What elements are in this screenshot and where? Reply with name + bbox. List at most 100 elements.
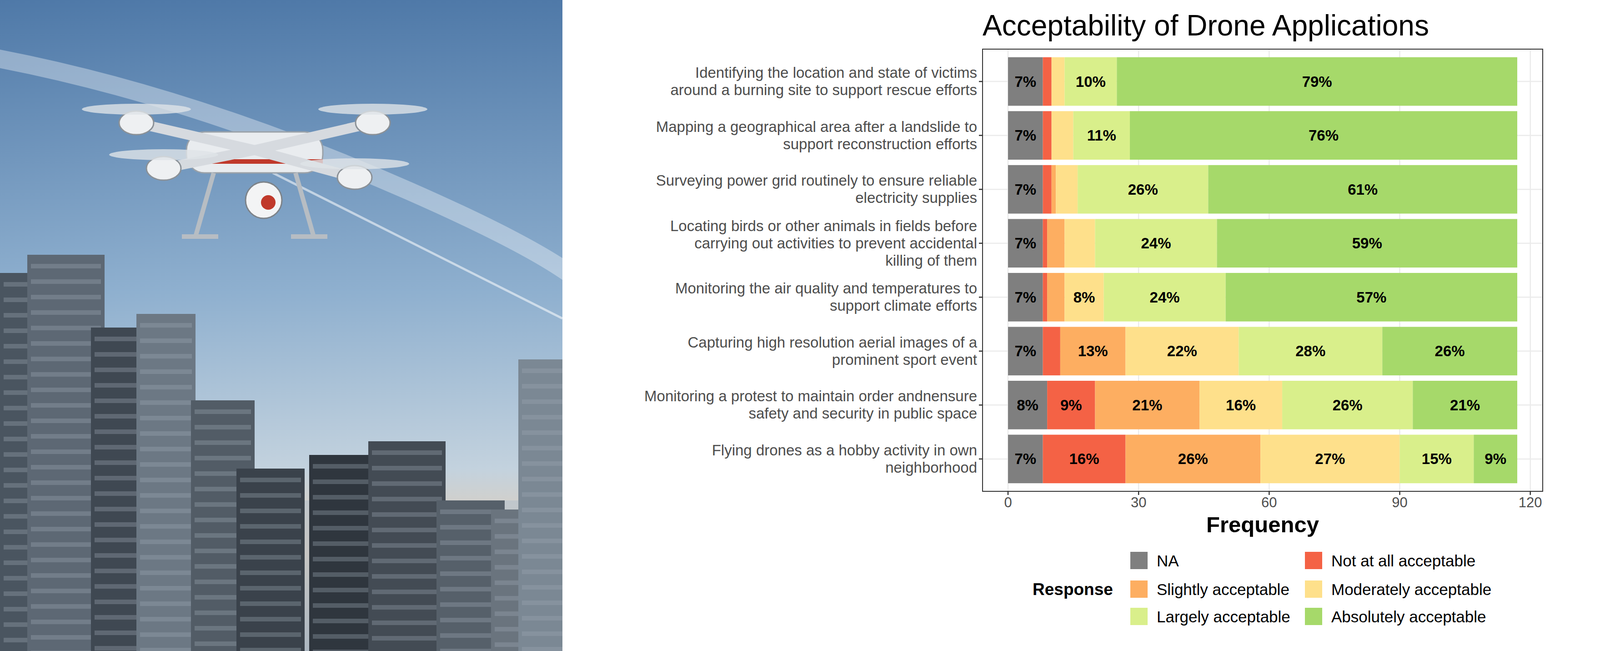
window-row: [140, 446, 192, 452]
bar-segment: [1399, 434, 1475, 484]
bar-segment: [1008, 272, 1044, 322]
data-label: 22%: [1167, 342, 1198, 360]
category-label-line: killing of them: [885, 251, 978, 269]
bar-segment: [1043, 434, 1126, 484]
data-label: 26%: [1332, 396, 1363, 414]
legend-label: Not at all acceptable: [1331, 551, 1476, 570]
grid-line: [1529, 49, 1531, 492]
window-row: [371, 604, 442, 610]
bar-segment: [1008, 165, 1044, 214]
data-label: 26%: [1178, 450, 1209, 467]
bar-segment: [1094, 218, 1217, 268]
bar-segment: [1047, 272, 1065, 322]
legend-key: [1130, 607, 1148, 625]
x-tick-label: 90: [1391, 494, 1408, 511]
window-row: [140, 384, 192, 390]
category-label-line: safety and security in public space: [748, 404, 978, 422]
category-label-line: support climate efforts: [829, 296, 978, 314]
window-row: [240, 570, 301, 575]
window-row: [30, 356, 101, 362]
window-row: [194, 424, 251, 430]
data-label: 16%: [1068, 450, 1099, 467]
window-row: [194, 455, 251, 461]
window-row: [240, 539, 301, 544]
building: [368, 441, 446, 651]
window-row: [30, 387, 101, 392]
bar-segment: [1225, 272, 1518, 322]
window-row: [371, 542, 442, 548]
legend-label: Absolutely acceptable: [1331, 607, 1487, 626]
window-row: [240, 554, 301, 560]
plot-background: [982, 49, 1543, 492]
building: [518, 359, 563, 651]
data-label: 21%: [1132, 396, 1163, 414]
bar-segment: [1051, 165, 1057, 214]
drone-propeller: [300, 158, 410, 170]
drone-propeller: [109, 149, 219, 161]
category-label: Identifying the location and state of vi…: [670, 64, 978, 99]
bar-segment: [1008, 434, 1044, 484]
window-row: [240, 616, 301, 622]
window-row: [140, 585, 192, 591]
x-tick-label: 30: [1130, 494, 1147, 511]
window-row: [140, 431, 192, 436]
legend-label: Moderately acceptable: [1331, 580, 1492, 598]
window-row: [240, 647, 301, 651]
window-row: [194, 409, 251, 414]
window-row: [140, 338, 192, 343]
bar-segment: [1473, 434, 1518, 484]
bar-segment: [1051, 110, 1074, 160]
bar-segment: [1055, 165, 1078, 214]
window-row: [140, 353, 192, 359]
category-label-line: Flying drones as a hobby activity in own: [712, 441, 978, 459]
category-label-line: Mapping a geographical area after a land…: [656, 118, 978, 136]
window-row: [521, 491, 563, 497]
window-row: [521, 414, 563, 420]
window-row: [140, 570, 192, 575]
bar-segment: [1129, 110, 1518, 160]
window-row: [371, 511, 442, 517]
plot-frame: [982, 49, 1543, 492]
bar-segment: [1116, 57, 1518, 106]
window-row: [240, 601, 301, 606]
bar-segment: [1282, 380, 1413, 430]
window-row: [140, 508, 192, 513]
y-tick: [978, 134, 983, 136]
drone: [81, 103, 428, 237]
window-row: [140, 631, 192, 637]
data-label: 79%: [1302, 73, 1333, 91]
data-label: 13%: [1078, 342, 1109, 360]
category-label: Monitoring a protest to maintain order a…: [644, 387, 978, 422]
window-row: [240, 585, 301, 591]
data-label: 57%: [1356, 288, 1387, 306]
data-label: 7%: [1014, 288, 1037, 306]
window-row: [30, 341, 101, 346]
window-row: [140, 616, 192, 622]
bars: [1008, 57, 1518, 483]
bar-segment: [1094, 380, 1200, 430]
window-row: [30, 588, 101, 593]
category-label-line: electricity supplies: [855, 189, 978, 206]
x-tick-label: 120: [1518, 494, 1543, 511]
bar-segment: [1008, 57, 1044, 106]
window-row: [521, 368, 563, 373]
category-label: Monitoring the air quality and temperatu…: [675, 279, 978, 314]
window-row: [30, 279, 101, 284]
sky: [0, 0, 563, 651]
category-label-line: Capturing high resolution aerial images …: [687, 333, 978, 351]
photo: [0, 0, 563, 651]
data-label: 28%: [1295, 342, 1326, 360]
window-row: [371, 558, 442, 563]
window-row: [30, 371, 101, 377]
window-row: [521, 615, 563, 621]
chart-title: Acceptability of Drone Applications: [982, 9, 1430, 42]
window-row: [194, 440, 251, 445]
bar-segment: [1382, 326, 1518, 376]
building: [136, 313, 196, 651]
category-label-line: prominent sport event: [832, 351, 978, 368]
window-row: [140, 601, 192, 606]
data-label: 8%: [1073, 288, 1096, 306]
window-row: [371, 573, 442, 579]
window-row: [30, 480, 101, 485]
window-row: [30, 310, 101, 315]
